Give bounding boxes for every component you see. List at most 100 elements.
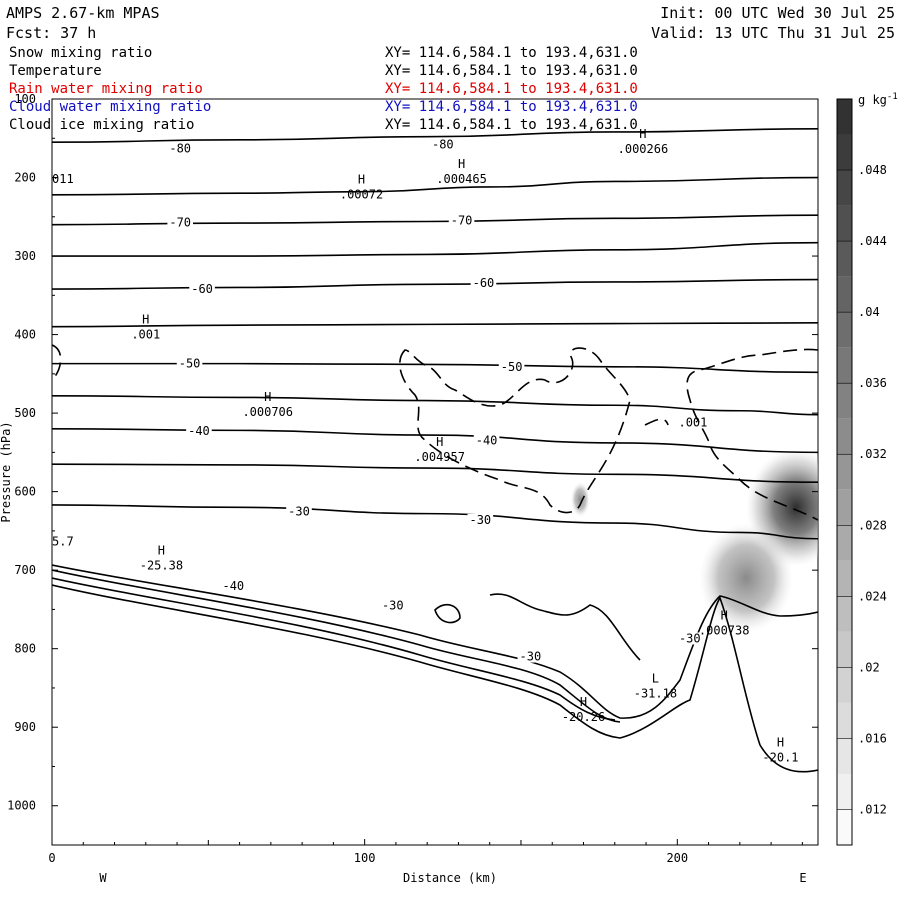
colorbar-tick-label-1: .016 [858, 731, 887, 745]
extremum-type-5: H [436, 435, 443, 449]
contour-label-15: -30 [679, 631, 701, 645]
contour-label-bg-3 [448, 214, 475, 227]
extremum-value-6: .001 [678, 415, 707, 429]
extremum-type-4: H [264, 390, 271, 404]
colorbar-band-7 [837, 560, 852, 597]
y-axis: 100 200 300 400 500 600 700 800 900 1000 [7, 92, 818, 846]
extremum-value-1: .000465 [436, 172, 487, 186]
valid-time: Valid: 13 UTC Thu 31 Jul 25 [651, 24, 895, 42]
y-tick-label-7: 800 [14, 642, 36, 656]
contour-label-bg-15 [677, 632, 703, 645]
shaded-cell-2 [571, 482, 590, 517]
extremum-value-8: -20.26 [562, 710, 605, 724]
colorbar-frame [836, 98, 853, 846]
isotherm-line-7 [52, 395, 818, 416]
contour-label-5: -60 [473, 276, 495, 290]
colorbar-tick-label-7: .04 [858, 305, 880, 319]
x-tick-label-2: 200 [666, 851, 688, 865]
legend-xy-cloud-water: XY= 114.6,584.1 to 193.4,631.0 [385, 99, 638, 115]
legend-xy-snow: XY= 114.6,584.1 to 193.4,631.0 [385, 45, 638, 61]
extremum-value-5: .004957 [414, 450, 465, 464]
contour-label-8: -40 [188, 424, 210, 438]
contour-label-bg-10 [286, 505, 312, 518]
cloud-ice-contour-east [686, 348, 818, 521]
colorbar-band-11 [837, 418, 852, 455]
colorbar-band-5 [837, 631, 852, 668]
y-tick-label-0: 100 [14, 92, 36, 106]
extremum-value-10: .000738 [699, 623, 750, 637]
contour-label-1: -80 [432, 138, 454, 152]
legend-name-cloud-water: Cloud water mixing ratio [9, 99, 211, 115]
colorbar-band-16 [837, 241, 852, 277]
legend-name-cloud-ice: Cloud ice mixing ratio [9, 117, 194, 133]
extremum-value-12: 5.7 [52, 535, 74, 549]
colorbar-band-10 [837, 454, 852, 490]
colorbar-band-17 [837, 205, 852, 242]
contour-label-4: -60 [191, 282, 213, 296]
contour-label-bg-1 [430, 138, 456, 151]
colorbar: .012 .016 .02 .024 .028 .032 .036 .04 .044 .048 [836, 98, 887, 846]
cloud-ice-contour [399, 347, 631, 514]
x-end-label-east: E [799, 871, 806, 885]
extremum-value-11: -20.1 [762, 751, 798, 765]
contour-label-12: -40 [222, 579, 244, 593]
colorbar-tick-label-3: .024 [858, 589, 887, 603]
y-tick-label-1: 200 [14, 171, 36, 185]
colorbar-band-4 [837, 667, 852, 703]
extremum-type-0: H [358, 173, 365, 187]
isotherm-line-9 [52, 463, 818, 484]
colorbar-band-18 [837, 170, 852, 206]
contour-label-bg-6 [176, 357, 203, 370]
legend-name-snow: Snow mixing ratio [9, 45, 152, 61]
extremum-value-4: .000706 [242, 405, 293, 419]
extremum-value-2: .000266 [618, 142, 669, 156]
x-axis-label: Distance (km) [403, 871, 497, 885]
mixing-ratio-shading [571, 448, 818, 633]
x-end-label-west: W [99, 871, 107, 885]
extremum-type-10: H [721, 608, 728, 622]
extremum-value-13: 011 [52, 172, 74, 186]
contour-label-6: -50 [179, 357, 201, 371]
isotherm-line-6 [52, 362, 818, 374]
cloud-ice-contour-west [52, 344, 62, 381]
colorbar-tick-label-2: .02 [858, 660, 880, 674]
colorbar-band-14 [837, 312, 852, 348]
contour-label-0: -80 [169, 141, 191, 155]
terrain-contour-3 [52, 577, 616, 721]
colorbar-tick-label-8: .044 [858, 234, 887, 248]
contour-label-bg-11 [467, 513, 494, 526]
legend-name-rain: Rain water mixing ratio [9, 81, 203, 97]
contour-label-bg-9 [473, 434, 500, 447]
colorbar-band-15 [837, 276, 852, 313]
legend-xy-temperature: XY= 114.6,584.1 to 193.4,631.0 [385, 63, 638, 79]
legend-xy-cloud-ice: XY= 114.6,584.1 to 193.4,631.0 [385, 117, 638, 133]
extremum-value-7: -25.38 [140, 558, 183, 572]
colorbar-band-2 [837, 738, 852, 774]
extremum-type-1: H [458, 157, 465, 171]
isotherm-line-2 [52, 214, 818, 226]
extremum-value-3: .001 [131, 327, 160, 341]
colorbar-band-20 [837, 99, 852, 135]
colorbar-band-12 [837, 383, 852, 419]
contour-label-bg-0 [167, 142, 193, 155]
y-tick-label-6: 700 [14, 563, 36, 577]
extremum-type-7: H [158, 543, 165, 557]
contour-label-bg-8 [186, 425, 212, 438]
colorbar-unit: g kg-1 [858, 92, 898, 107]
contour-label-9: -40 [476, 434, 498, 448]
extremum-type-9: L [652, 671, 659, 685]
contour-labels: -80 -80 -70 -70 -60 -60 -50 -50 -40 -40 -30 -30 -40 -… [167, 138, 703, 664]
contour-label-3: -70 [451, 214, 473, 228]
colorbar-band-6 [837, 596, 852, 632]
y-tick-label-4: 500 [14, 406, 36, 420]
contour-label-bg-14 [517, 650, 544, 663]
extremum-type-8: H [580, 695, 587, 709]
colorbar-band-1 [837, 773, 852, 810]
isotherm-line-0 [52, 128, 818, 143]
terrain-surface [52, 584, 818, 773]
isotherm-line-4 [52, 278, 818, 290]
plot-frame [51, 98, 819, 846]
isotherm-line-8 [52, 428, 818, 454]
isotherm-line-3 [52, 241, 818, 257]
